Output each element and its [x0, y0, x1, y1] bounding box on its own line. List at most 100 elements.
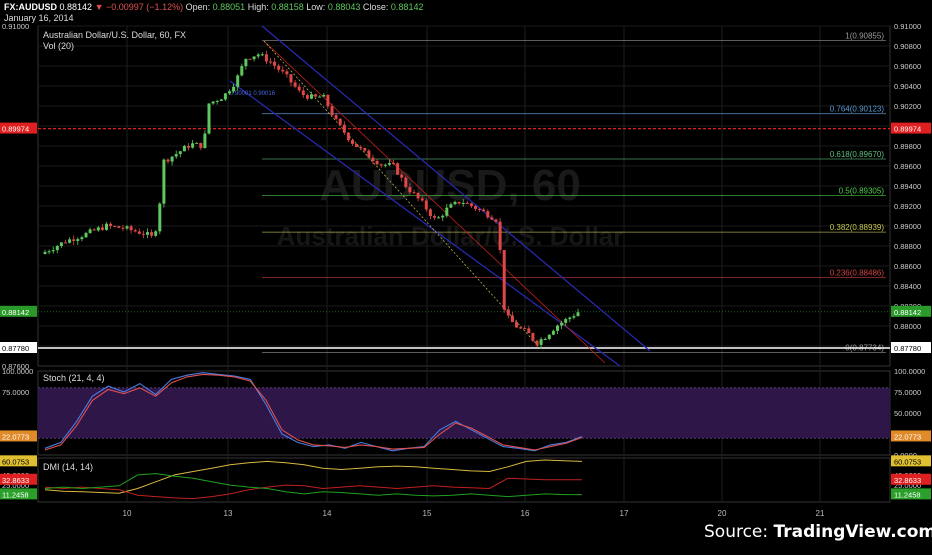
last-price: 0.88142 — [59, 2, 93, 12]
main-pane-title[interactable]: Australian Dollar/U.S. Dollar, 60, FX — [43, 30, 187, 40]
fib-level-label: 0.236(0.88486) — [830, 268, 885, 277]
candle-body — [412, 192, 416, 194]
price-axis-label: 0.88800 — [894, 242, 921, 251]
header-date: January 16, 2014 — [4, 13, 74, 23]
price-badge-left-text: 0.89974 — [2, 125, 29, 134]
dmi-plus-line — [44, 473, 582, 498]
fib-level-label: 1(0.90855) — [845, 32, 884, 41]
price-axis-label: 0.89400 — [894, 182, 921, 191]
candle-body — [527, 328, 531, 334]
price-axis-label: 0.89800 — [894, 142, 921, 151]
candle-body — [150, 232, 154, 236]
price-axis-label: 0.90800 — [894, 42, 921, 51]
dmi-pane-label[interactable]: DMI (14, 14) — [43, 462, 94, 472]
dmi-badge-right — [891, 473, 931, 485]
stoch-band — [38, 387, 890, 439]
channel-mid — [263, 40, 606, 364]
symbol-header: FX:AUDUSD 0.88142 ▼ −0.00997 (−1.12%) Op… — [4, 2, 423, 24]
candle-body — [281, 69, 285, 72]
price-badge-left — [0, 305, 37, 317]
price-axis-label: 0.91000 — [894, 22, 921, 31]
candle-body — [154, 231, 158, 236]
candle-body — [338, 118, 342, 125]
x-tick-label: 21 — [816, 509, 825, 518]
x-tick-label: 20 — [718, 509, 727, 518]
candle-body — [121, 227, 125, 229]
candle-body — [64, 242, 67, 244]
price-badge-right-text: 0.89974 — [894, 125, 921, 134]
candle-body — [404, 177, 408, 188]
candle-body — [158, 203, 162, 232]
symbol-name: FX:AUDUSD — [4, 2, 57, 12]
candle-body — [342, 124, 346, 133]
dmi-badge-right-text: 11.2458 — [894, 490, 921, 499]
candle-body — [465, 202, 469, 204]
candle-body — [433, 216, 436, 218]
candle-body — [420, 198, 424, 201]
candle-body — [219, 99, 223, 101]
dmi-badge-right-text: 60.0753 — [894, 457, 921, 466]
candle-body — [51, 250, 55, 252]
candle-body — [199, 142, 203, 149]
candle-body — [560, 322, 564, 326]
channel-upper — [261, 25, 651, 352]
candle-body — [515, 322, 518, 328]
close-value: 0.88142 — [390, 2, 424, 12]
price-badge-right — [891, 305, 931, 317]
candle-body — [301, 90, 305, 96]
candle-body — [244, 58, 248, 67]
candle-body — [461, 202, 465, 204]
price-axis-label: 0.88600 — [894, 262, 921, 271]
x-tick-label: 17 — [620, 509, 629, 518]
left-price-label: 0.87600 — [2, 362, 29, 371]
fib-level-label: 0.764(0.90123) — [830, 105, 885, 114]
candle-body — [182, 145, 186, 152]
candle-body — [396, 163, 400, 175]
dmi-minus-line — [44, 477, 582, 500]
candle-body — [137, 231, 141, 234]
change-arrow-icon: ▼ — [94, 2, 104, 12]
candle-body — [490, 217, 494, 220]
candle-body — [486, 211, 490, 218]
price-axis-label: 0.88000 — [894, 322, 921, 331]
candle-body — [502, 249, 506, 310]
price-badge-right-text: 0.88142 — [894, 308, 921, 317]
dmi-badge-left-text: 32.8633 — [2, 476, 29, 485]
main-pane-frame — [37, 25, 891, 367]
candle-body — [310, 94, 313, 99]
price-badge-left — [0, 122, 37, 134]
candle-body — [252, 56, 256, 60]
candle-body — [568, 317, 572, 320]
x-tick-label: 10 — [123, 509, 132, 518]
price-badge-right — [891, 342, 931, 353]
candle-body — [76, 239, 80, 241]
candle-body — [141, 233, 145, 235]
candle-body — [556, 325, 559, 331]
candle-body — [469, 203, 473, 207]
candle-body — [387, 162, 391, 165]
price-axis-label: 0.89600 — [894, 162, 921, 171]
candle-body — [55, 246, 59, 251]
dmi-pane-frame — [37, 457, 891, 503]
candle-body — [187, 145, 190, 148]
candle-body — [445, 207, 449, 216]
stoch-badge-right-text: 22.0773 — [894, 432, 921, 441]
candle-body — [510, 315, 514, 323]
candle-body — [203, 133, 207, 149]
candle-body — [346, 132, 350, 141]
candle-body — [273, 61, 277, 66]
candle-body — [84, 232, 88, 238]
candle-body — [314, 94, 318, 97]
stoch-series-k — [44, 372, 583, 452]
volume-label[interactable]: Vol (20) — [43, 41, 75, 51]
dmi-badge-left — [0, 473, 37, 485]
stoch-pane-label[interactable]: Stoch (21, 4, 4) — [43, 373, 105, 383]
candle-body — [162, 159, 166, 204]
candle-body — [424, 200, 428, 210]
high-value: 0.88158 — [271, 2, 304, 12]
price-axis-label: 0.90200 — [894, 102, 921, 111]
candle-body — [400, 174, 404, 178]
candle-body — [170, 156, 174, 162]
channel-lower — [229, 80, 621, 367]
candle-body — [379, 164, 383, 166]
